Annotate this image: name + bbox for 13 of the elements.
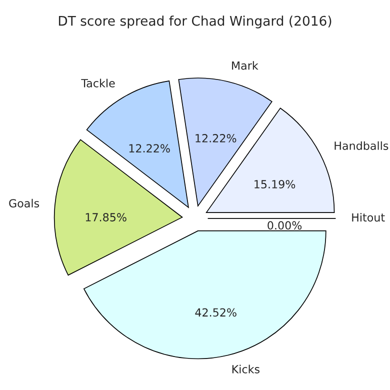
category-label: Hitout (352, 213, 385, 222)
slice-label: Kicks (232, 364, 260, 374)
data-label: 17.85% (86, 213, 126, 222)
data-label: 12.22% (196, 134, 236, 142)
slice-label: Mark (232, 61, 258, 70)
slice-label: Goals (9, 198, 40, 208)
text: 0.00% (268, 221, 302, 230)
data-label: 15.19% (254, 180, 296, 188)
data-label: 42.52% (195, 308, 236, 317)
slice-label: Handballs (334, 141, 388, 150)
slice-label: Tackle (81, 78, 115, 88)
data-label: 12.22% (129, 144, 170, 153)
chart-title: DT score spread for Chad Wingard (2016) (58, 16, 332, 28)
